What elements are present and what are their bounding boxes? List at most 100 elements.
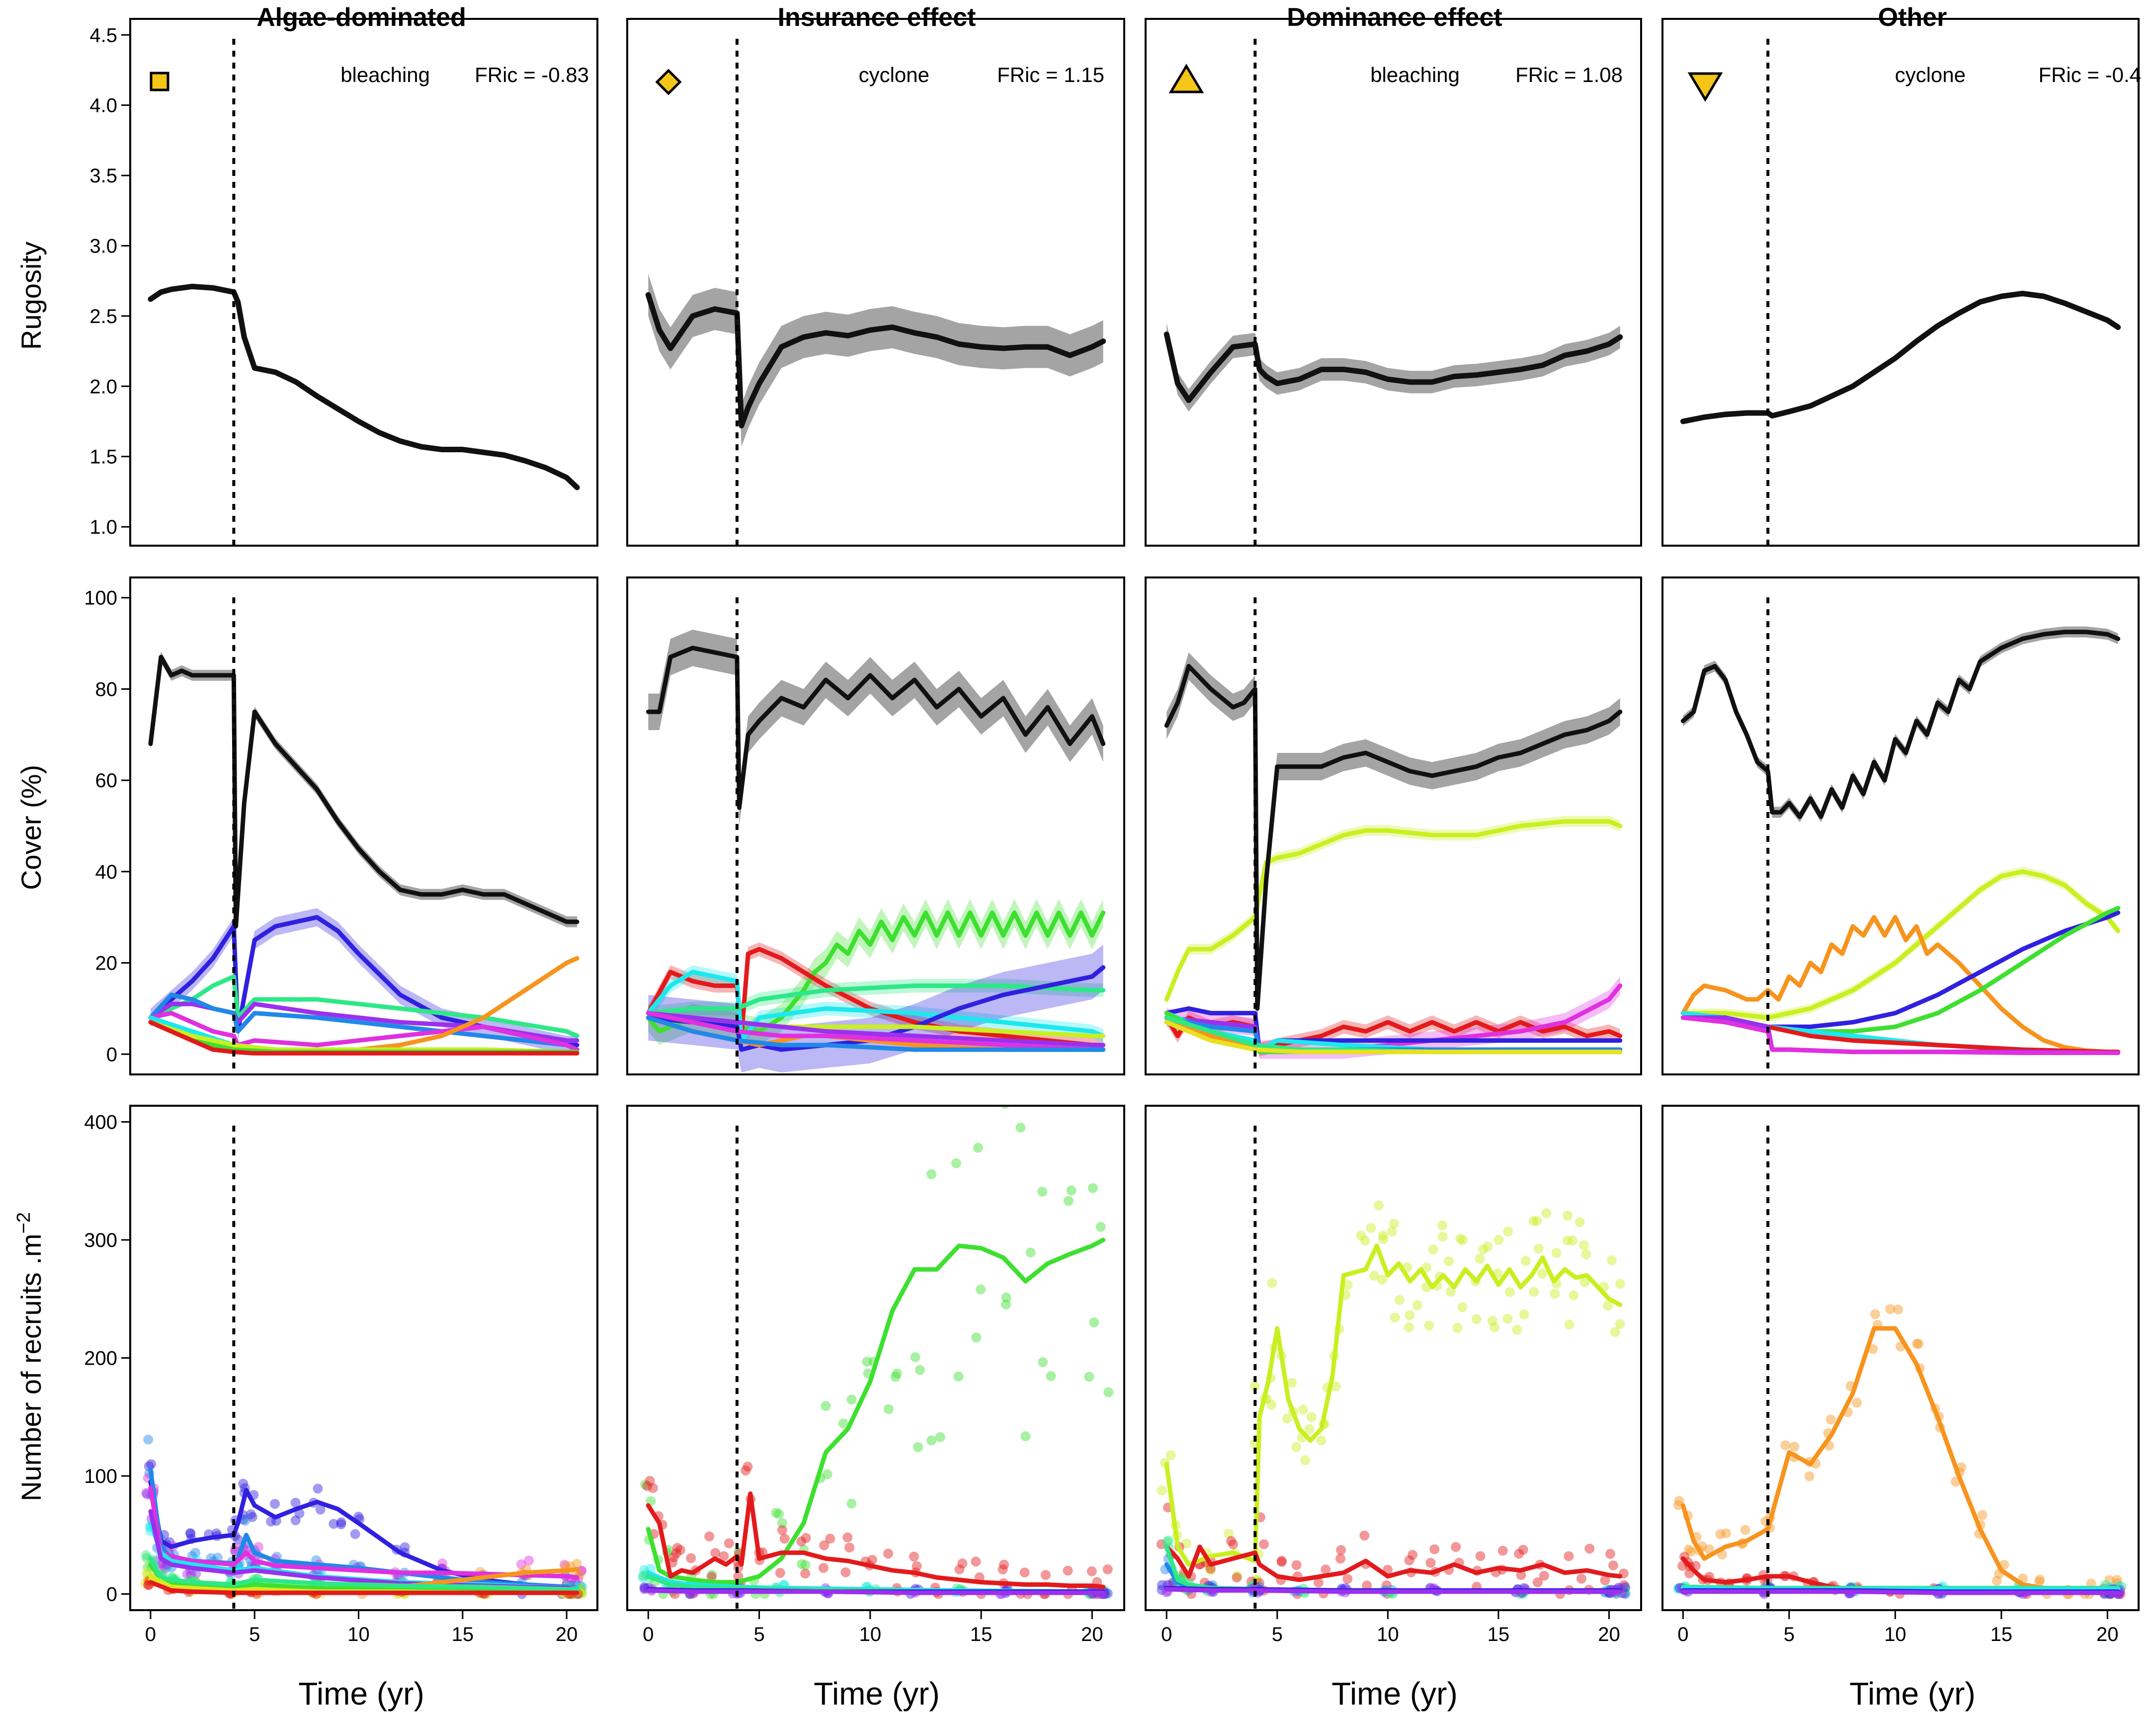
uncertainty-band-lime (1166, 816, 1620, 1005)
recruit-point-green (1001, 1293, 1011, 1303)
recruit-point-red (997, 1564, 1008, 1575)
recruit-point-red (1321, 1564, 1331, 1575)
panel-frame (129, 576, 598, 1075)
recruit-point-orange (1852, 1397, 1862, 1408)
uncertainty-band-total (1166, 652, 1620, 1022)
recruit-point-lime (1564, 1319, 1575, 1330)
series-line-lime (1680, 869, 2121, 1020)
recruit-point-green (838, 1418, 848, 1429)
recruit-point-red (1576, 1573, 1586, 1584)
panel-r3-c1: 0 100 200 300 400 0 5 10 15 20 (84, 1105, 598, 1645)
recruit-point-lime (1504, 1287, 1515, 1297)
recruit-point-lime (1603, 1301, 1613, 1311)
recruit-point-orange (2034, 1576, 2044, 1587)
recruit-point-lime (1205, 1565, 1216, 1575)
recruit-point-lime (1304, 1424, 1315, 1434)
recruit-point-lime (1607, 1255, 1617, 1266)
series-line-green (646, 1237, 1106, 1585)
series-line-red (148, 1020, 580, 1056)
fric-label-algae: FRic = -0.83 (475, 63, 589, 86)
recruit-point-orange (1740, 1525, 1750, 1535)
recruit-point-red (818, 1562, 829, 1573)
plot-area (1673, 1304, 2127, 1599)
recruit-point-red (999, 1559, 1009, 1570)
recruit-point-mint (638, 1570, 649, 1581)
recruit-point-blue (313, 1483, 323, 1494)
recruit-point-red (1359, 1530, 1370, 1541)
recruit-point-lime (1581, 1249, 1591, 1260)
recruit-point-lime (1615, 1279, 1625, 1289)
recruit-point-magenta (524, 1555, 534, 1566)
uncertainty-band-magenta (1166, 977, 1620, 1059)
recruit-point-red (675, 1545, 685, 1555)
x-tick-label: 10 (1884, 1624, 1907, 1645)
recruit-point-lime (1562, 1235, 1573, 1246)
recruit-point-orange (1780, 1440, 1791, 1451)
recruit-point-green (971, 1332, 982, 1343)
panel-r3-c2: 0 5 10 15 20 (626, 1105, 1125, 1645)
column-title-algae-dominated: Algae-dominated (256, 3, 466, 32)
recruit-point-blue (270, 1499, 280, 1509)
recruit-point-red (724, 1538, 734, 1549)
recruit-point-green (951, 1158, 961, 1168)
recruit-point-green (846, 1498, 857, 1509)
recruit-point-lime (1360, 1235, 1370, 1246)
recruit-point-green (973, 1143, 983, 1153)
recruit-point-mint (1163, 1535, 1173, 1546)
xlabel-col-1: Time (yr) (298, 1676, 424, 1712)
uncertainty-band-cyan (648, 965, 1103, 1048)
recruit-point-red (842, 1532, 853, 1543)
series-line-total (646, 646, 1106, 810)
recruit-point-lime (1568, 1235, 1578, 1246)
recruit-point-lime (1387, 1226, 1397, 1237)
recruit-point-red (1429, 1544, 1440, 1554)
recruit-point-red (1086, 1566, 1097, 1576)
y-tick-label: 100 (84, 587, 117, 609)
recruit-point-red (1276, 1555, 1287, 1566)
recruit-point-lime (1377, 1274, 1388, 1285)
recruit-point-red (1228, 1539, 1239, 1550)
x-tick-label: 5 (753, 1624, 764, 1645)
panel-frame (626, 576, 1125, 1075)
series-line-total (1680, 630, 2121, 819)
y-tick-label: 2.0 (89, 376, 117, 398)
series-line-total (1164, 664, 1623, 1011)
recruit-point-lime (1249, 1381, 1260, 1391)
recruit-point-orange (1825, 1414, 1836, 1425)
recruit-point-green (1020, 1431, 1031, 1442)
disturbance-label-other: cyclone (1895, 63, 1966, 86)
panel-frame (1661, 576, 2140, 1075)
recruit-point-lime (1541, 1208, 1552, 1219)
recruit-point-red (1254, 1578, 1264, 1588)
recruit-point-red (642, 1481, 653, 1491)
recruit-point-blue (146, 1459, 157, 1470)
panel-r2-c4 (1661, 576, 2140, 1075)
recruit-point-lime (1298, 1404, 1308, 1415)
plot-area (148, 283, 580, 490)
x-tick-label: 15 (1990, 1624, 2013, 1645)
recruit-point-lime (1267, 1278, 1277, 1288)
recruit-point-red (971, 1556, 981, 1567)
recruit-point-mint (1162, 1537, 1172, 1547)
xlabel-col-3: Time (yr) (1331, 1676, 1458, 1712)
recruit-point-lime (1394, 1295, 1405, 1305)
recruit-point-lime (1533, 1243, 1544, 1254)
panel-frame (129, 18, 598, 547)
recruit-point-lime (1575, 1217, 1585, 1227)
recruit-point-lime (1405, 1310, 1415, 1320)
recruit-point-lime (1165, 1450, 1176, 1461)
x-tick-label: 20 (556, 1624, 578, 1645)
panel-r3-c3: 0 5 10 15 20 (1145, 1105, 1642, 1645)
y-tick-label: 300 (84, 1229, 117, 1251)
recruit-point-green (862, 1356, 872, 1367)
recruit-point-blue (1157, 1585, 1167, 1595)
recruit-point-orange (1686, 1547, 1696, 1557)
recruit-point-green (707, 1569, 717, 1580)
x-tick-label: 10 (859, 1624, 882, 1645)
recruit-point-lime (1282, 1413, 1292, 1424)
x-tick-label: 5 (249, 1624, 260, 1645)
recruit-point-green (1084, 1372, 1094, 1382)
recruit-point-orange (1913, 1339, 1924, 1349)
row-ylabel-rugosity: Rugosity (15, 242, 47, 350)
recruit-point-red (1102, 1564, 1113, 1574)
